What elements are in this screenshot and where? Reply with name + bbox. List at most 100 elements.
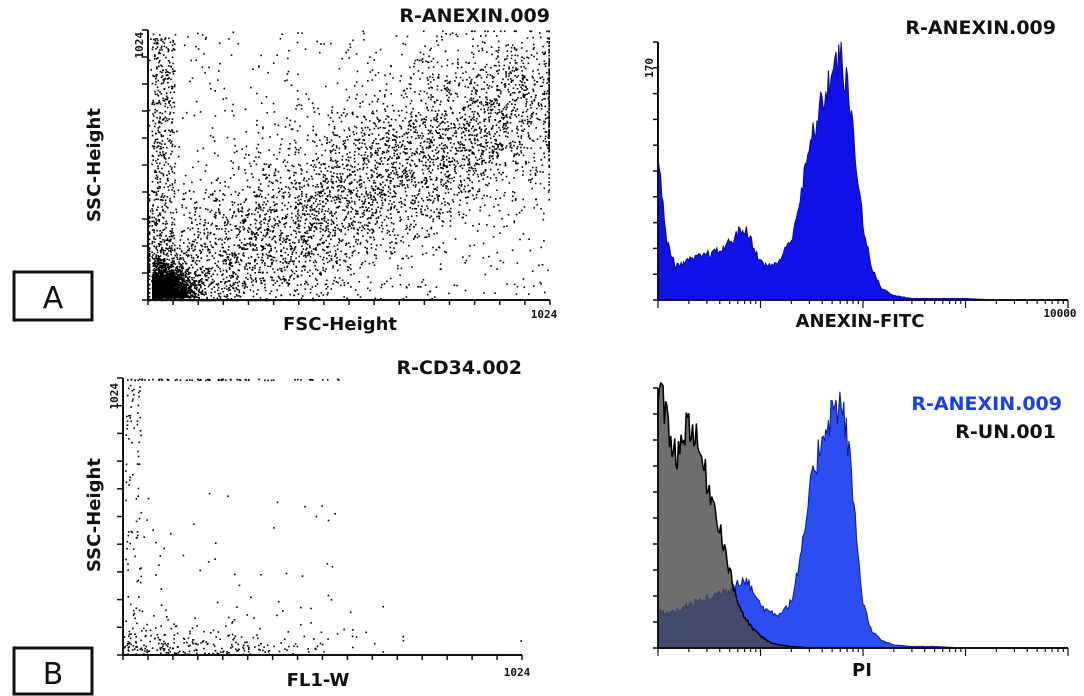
scatter-point	[183, 183, 185, 185]
scatter-point	[193, 287, 196, 289]
scatter-point	[473, 172, 476, 174]
scatter-point	[316, 215, 318, 217]
scatter-point	[374, 297, 376, 300]
scatter-point	[158, 270, 160, 272]
scatter-point	[154, 270, 156, 272]
scatter-point	[188, 292, 190, 294]
scatter-point	[336, 196, 338, 199]
scatter-point	[167, 277, 170, 279]
scatter-point	[311, 178, 314, 180]
scatter-point	[175, 288, 178, 291]
scatter-point	[249, 289, 252, 291]
scatter-point	[374, 189, 376, 191]
scatter-point	[342, 143, 345, 146]
scatter-point	[451, 160, 453, 162]
scatter-point	[343, 282, 345, 284]
scatter-point	[350, 227, 353, 229]
scatter-point	[272, 230, 274, 232]
scatter-point	[351, 200, 353, 203]
scatter-point	[499, 120, 502, 122]
scatter-point	[258, 204, 261, 206]
scatter-point	[261, 249, 263, 252]
scatter-point	[376, 161, 378, 164]
scatter-point	[339, 173, 341, 175]
scatter-point	[157, 287, 159, 290]
scatter-point	[531, 187, 533, 190]
scatter-point	[170, 294, 173, 296]
scatter-point	[460, 66, 463, 68]
scatter-point	[445, 175, 447, 178]
scatter-point	[351, 166, 354, 168]
scatter-point	[522, 62, 525, 65]
scatter-point	[443, 85, 446, 87]
scatter-point	[239, 226, 241, 228]
scatter-point	[203, 284, 206, 287]
scatter-point	[542, 171, 544, 173]
scatter-point	[353, 154, 356, 157]
scatter-point	[200, 285, 202, 288]
scatter-point	[167, 290, 169, 292]
scatter-point	[493, 106, 496, 108]
scatter-point	[354, 151, 356, 153]
scatter-point	[548, 173, 550, 176]
scatter-point	[418, 93, 421, 96]
scatter-point	[210, 268, 212, 270]
scatter-point	[486, 51, 488, 53]
scatter-point	[435, 119, 438, 121]
scatter-point	[387, 146, 390, 149]
scatter-point	[174, 282, 177, 285]
scatter-point	[427, 79, 429, 81]
scatter-point	[498, 126, 500, 129]
scatter-point	[287, 169, 289, 172]
scatter-point	[427, 167, 430, 169]
scatter-point	[527, 132, 529, 134]
scatter-point	[171, 261, 174, 263]
scatter-point	[548, 119, 550, 122]
scatter-point	[170, 263, 172, 266]
scatter-point	[468, 154, 470, 156]
scatter-point	[413, 73, 415, 75]
scatter-point	[497, 40, 500, 43]
scatter-point	[157, 283, 159, 286]
scatter-point	[192, 259, 195, 261]
scatter-point	[189, 281, 191, 284]
scatter-point	[338, 229, 341, 231]
scatter-point	[467, 105, 469, 108]
scatter-point	[255, 219, 258, 222]
scatter-point	[170, 282, 172, 284]
scatter-point	[490, 105, 492, 108]
scatter-point	[160, 243, 162, 246]
scatter-point	[389, 242, 391, 244]
scatter-point	[169, 266, 172, 268]
scatter-point	[479, 69, 482, 71]
scatter-point	[280, 270, 282, 272]
scatter-point	[217, 284, 219, 287]
scatter-point	[430, 139, 432, 141]
scatter-point	[376, 220, 378, 223]
scatter-point	[333, 172, 335, 174]
scatter-point	[260, 223, 262, 226]
scatter-point	[347, 269, 349, 271]
scatter-point	[484, 204, 486, 207]
scatter-point	[286, 266, 288, 268]
scatter-point	[264, 262, 266, 264]
scatter-point	[227, 249, 230, 251]
scatter-point	[210, 282, 213, 285]
scatter-point	[209, 283, 212, 285]
scatter-point	[225, 262, 227, 265]
scatter-point	[445, 165, 448, 167]
scatter-point	[429, 124, 432, 127]
scatter-point	[298, 182, 300, 184]
scatter-point	[165, 289, 167, 291]
scatter-point	[480, 77, 483, 79]
scatter-point	[187, 294, 189, 297]
scatter-point	[352, 189, 355, 191]
scatter-point	[222, 269, 225, 272]
scatter-point	[190, 254, 193, 257]
scatter-point	[184, 290, 187, 292]
scatter-point	[249, 274, 252, 276]
scatter-point	[540, 159, 543, 161]
scatter-point	[287, 154, 290, 156]
scatter-point	[155, 275, 157, 277]
scatter-point	[243, 244, 245, 246]
